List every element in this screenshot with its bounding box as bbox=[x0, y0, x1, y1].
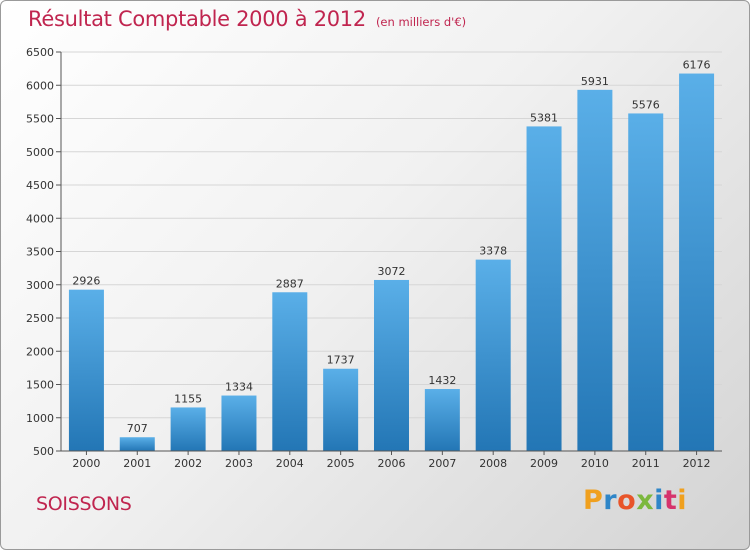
data-label: 3378 bbox=[479, 245, 507, 258]
x-tick-label: 2001 bbox=[123, 457, 151, 470]
data-label: 1334 bbox=[225, 381, 253, 394]
logo-letter: P bbox=[583, 485, 604, 516]
x-tick-label: 2004 bbox=[276, 457, 304, 470]
title-row: Résultat Comptable 2000 à 2012 (en millie… bbox=[28, 7, 466, 31]
x-tick-label: 2002 bbox=[174, 457, 202, 470]
x-tick-label: 2008 bbox=[479, 457, 507, 470]
logo-letter: i bbox=[654, 485, 664, 516]
chart-title: Résultat Comptable 2000 à 2012 bbox=[28, 7, 366, 31]
proxiti-logo: Proxiti bbox=[583, 485, 687, 516]
x-tick-label: 2007 bbox=[428, 457, 456, 470]
x-tick-label: 2000 bbox=[72, 457, 100, 470]
bar bbox=[323, 368, 359, 451]
y-tick-label: 4000 bbox=[26, 212, 54, 225]
bar bbox=[628, 113, 664, 452]
x-tick-label: 2005 bbox=[327, 457, 355, 470]
bar bbox=[68, 289, 104, 451]
y-tick-label: 1000 bbox=[26, 412, 54, 425]
bar bbox=[119, 437, 155, 451]
data-label: 6176 bbox=[683, 59, 711, 72]
bar bbox=[475, 259, 511, 451]
data-labels: 2926 707 1155 1334 2887 1737 3072 1432 3378 5381 5… bbox=[72, 59, 710, 436]
data-label: 1155 bbox=[174, 392, 202, 405]
bar bbox=[374, 279, 409, 451]
bar bbox=[272, 292, 308, 451]
logo-letter: o bbox=[617, 485, 637, 516]
x-tick-label: 2011 bbox=[632, 457, 660, 470]
bar bbox=[526, 126, 562, 451]
data-label: 3072 bbox=[378, 265, 406, 278]
bar bbox=[679, 73, 715, 452]
x-tick-label: 2006 bbox=[378, 457, 406, 470]
y-tick-label: 1500 bbox=[26, 379, 54, 392]
y-tick-label: 6000 bbox=[26, 79, 54, 92]
y-tick-label: 5000 bbox=[26, 146, 54, 159]
data-label: 2926 bbox=[72, 275, 100, 288]
y-tick-label: 5500 bbox=[26, 113, 54, 126]
y-tick-label: 3000 bbox=[26, 279, 54, 292]
x-tick-label: 2010 bbox=[581, 457, 609, 470]
logo-letter: t bbox=[663, 485, 678, 516]
bar bbox=[170, 407, 206, 451]
axes: 500 1000 1500 2000 2500 3000 3500 4000 4500 5000 5… bbox=[26, 46, 722, 470]
logo-letter: i bbox=[677, 485, 688, 516]
data-label: 2887 bbox=[276, 277, 304, 290]
x-tick-label: 2009 bbox=[530, 457, 558, 470]
y-tick-label: 500 bbox=[33, 445, 54, 458]
chart-subtitle: (en milliers d'€) bbox=[375, 15, 467, 29]
bar bbox=[424, 389, 460, 451]
y-tick-label: 2500 bbox=[26, 312, 54, 325]
x-tick-label: 2003 bbox=[225, 457, 253, 470]
bar bbox=[577, 89, 613, 451]
data-label: 5381 bbox=[530, 111, 558, 124]
bar bbox=[221, 395, 257, 451]
y-tick-label: 6500 bbox=[26, 46, 54, 59]
data-label: 1432 bbox=[428, 374, 456, 387]
data-label: 707 bbox=[127, 422, 148, 435]
y-tick-label: 4500 bbox=[26, 179, 54, 192]
y-tick-label: 2000 bbox=[26, 345, 54, 358]
data-label: 1737 bbox=[327, 354, 355, 367]
x-tick-label: 2012 bbox=[683, 457, 711, 470]
bars bbox=[68, 73, 715, 452]
y-tick-label: 3500 bbox=[26, 246, 54, 259]
data-label: 5931 bbox=[581, 75, 609, 88]
city-name: SOISSONS bbox=[36, 493, 132, 515]
logo-letter: x bbox=[636, 485, 655, 516]
logo-letter: r bbox=[603, 485, 618, 516]
data-label: 5576 bbox=[632, 98, 660, 111]
